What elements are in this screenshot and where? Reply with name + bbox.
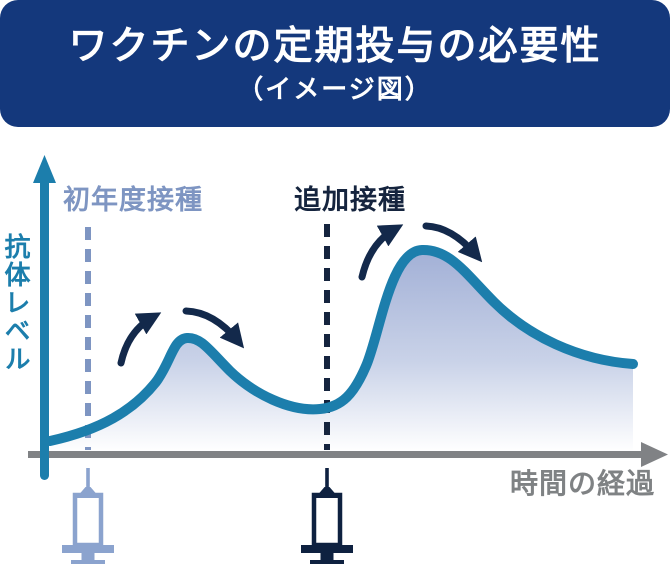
x-axis-label: 時間の経過	[510, 468, 656, 499]
y-axis-label: 抗体レベル	[1, 233, 31, 373]
booster-vaccination-label: 追加接種	[294, 185, 406, 215]
x-axis	[28, 442, 668, 467]
rise-arrow-booster-peak	[358, 224, 404, 281]
decay-arrow-first-peak	[182, 307, 245, 349]
page-subtitle: （イメージ図）	[237, 73, 433, 104]
syringe-icon-booster	[301, 468, 353, 564]
y-axis	[33, 155, 56, 480]
rise-arrow-first-peak	[117, 312, 162, 367]
decay-arrow-booster-peak	[422, 222, 483, 263]
first-vaccination-label: 初年度接種	[63, 185, 203, 215]
header-banner: ワクチンの定期投与の必要性 （イメージ図）	[0, 0, 670, 127]
antibody-curve	[45, 245, 638, 446]
page-title: ワクチンの定期投与の必要性	[68, 24, 602, 68]
syringe-icon-first	[62, 468, 114, 564]
antibody-curve-fill	[50, 249, 633, 452]
